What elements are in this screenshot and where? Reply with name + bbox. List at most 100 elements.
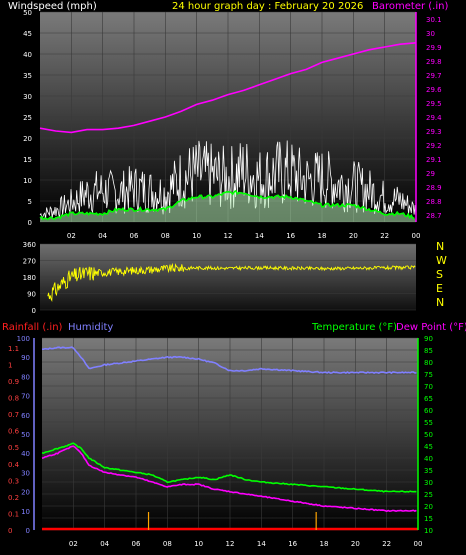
windspeed-tick-label: 5	[28, 198, 32, 206]
rainfall-tick-label: 0.4	[8, 461, 20, 469]
x-tick-label: 06	[132, 540, 141, 548]
barometer-tick-label: 30	[426, 30, 435, 38]
temperature-plot-grid	[42, 337, 419, 531]
rainfall-tick-label: 1	[8, 361, 12, 369]
barometer-tick-label: 29.7	[426, 72, 442, 80]
x-tick-label: 02	[69, 540, 78, 548]
rainfall-tick-label: 0.8	[8, 395, 19, 403]
x-tick-label: 10	[192, 232, 201, 240]
compass-label: W	[436, 254, 447, 267]
humidity-line	[41, 346, 417, 375]
humidity-tick-label: 80	[21, 373, 30, 381]
compass-label: S	[436, 268, 443, 281]
x-tick-label: 04	[98, 232, 107, 240]
rain-series	[42, 512, 418, 531]
direction-tick-labels: 0 90 180 270 360	[23, 241, 36, 315]
chart-title: 24 hour graph day : February 20 2026	[172, 1, 363, 12]
barometer-tick-label: 29.6	[426, 86, 442, 94]
barometer-axis-label: Barometer (.in)	[372, 1, 448, 12]
humidity-axis-label: Humidity	[68, 322, 113, 333]
wind-average-series	[39, 189, 416, 222]
compass-label: E	[436, 282, 443, 295]
rainfall-tick-label: 0.7	[8, 411, 19, 419]
humidity-tick-label: 100	[17, 335, 30, 343]
direction-plot-grid	[40, 243, 416, 311]
windspeed-tick-label: 45	[23, 30, 32, 38]
rainfall-tick-label: 0	[8, 527, 12, 535]
windspeed-tick-label: 25	[23, 114, 32, 122]
x-tick-label: 12	[226, 540, 235, 548]
humidity-tick-label: 30	[21, 469, 30, 477]
rainfall-axis-label: Rainfall (.in)	[2, 322, 63, 333]
rainfall-tick-label: 0.9	[8, 378, 19, 386]
humidity-tick-label: 20	[21, 489, 30, 497]
wind-direction-series	[47, 262, 416, 303]
x-tick-label: 14	[257, 540, 266, 548]
temperature-series-group	[41, 346, 417, 513]
barometer-tick-label: 29.8	[426, 58, 442, 66]
temperature-tick-label: 65	[424, 395, 433, 403]
temperature-tick-label: 25	[424, 491, 433, 499]
temperature-tick-labels: 10 15 20 25 30 35 40 45 50 55 60 65 70 75 80 85 90	[424, 335, 433, 535]
barometer-tick-label: 29.4	[426, 114, 442, 122]
barometer-tick-label: 29.3	[426, 128, 442, 136]
barometer-tick-label: 28.9	[426, 184, 442, 192]
compass-label: N	[436, 296, 444, 309]
windspeed-tick-label: 10	[23, 177, 32, 185]
temperature-tick-label: 50	[424, 431, 433, 439]
direction-tick-label: 270	[23, 258, 36, 266]
wind-average-line	[39, 189, 415, 221]
dewpoint-line	[41, 445, 417, 513]
x-tick-label: 18	[320, 540, 329, 548]
rainfall-tick-label: 0.6	[8, 428, 20, 436]
barometer-line	[39, 42, 417, 134]
barometer-tick-label: 29.5	[426, 100, 442, 108]
temperature-tick-label: 70	[424, 383, 433, 391]
windspeed-tick-label: 50	[23, 9, 32, 17]
x-tick-label: 16	[286, 232, 295, 240]
temperature-tick-label: 85	[424, 347, 433, 355]
humidity-tick-label: 90	[21, 354, 30, 362]
windspeed-tick-label: 15	[23, 156, 32, 164]
barometer-series	[39, 42, 417, 134]
direction-tick-label: 0	[32, 307, 36, 315]
x-tick-label: 02	[67, 232, 76, 240]
wind-x-tick-labels: 02 04 06 08 10 12 14 16 18 20 22 00	[67, 232, 421, 240]
barometer-tick-label: 30.1	[426, 16, 442, 24]
x-tick-label: 10	[194, 540, 203, 548]
rainfall-tick-label: 0.2	[8, 494, 19, 502]
humidity-tick-label: 0	[26, 527, 30, 535]
temperature-tick-label: 60	[424, 407, 433, 415]
humidity-tick-labels: 0 10 20 30 40 50 60 70 80 90 100	[17, 335, 30, 535]
temperature-tick-label: 20	[424, 503, 433, 511]
x-tick-label: 08	[161, 232, 170, 240]
humidity-tick-label: 40	[21, 450, 30, 458]
x-tick-label: 22	[380, 232, 389, 240]
temperature-tick-label: 15	[424, 515, 433, 523]
temperature-line	[41, 442, 417, 493]
wind-average-area	[40, 190, 416, 222]
windspeed-tick-label: 40	[23, 51, 32, 59]
temperature-tick-label: 75	[424, 371, 433, 379]
x-tick-label: 12	[224, 232, 233, 240]
temperature-axis-label: Temperature (°F)	[311, 322, 397, 333]
temperature-tick-label: 45	[424, 443, 433, 451]
direction-tick-label: 180	[23, 274, 36, 282]
x-tick-label: 14	[255, 232, 264, 240]
barometer-tick-label: 28.7	[426, 212, 442, 220]
wind-direction-line	[47, 262, 416, 303]
x-tick-label: 06	[130, 232, 139, 240]
x-tick-label: 04	[100, 540, 109, 548]
x-tick-label: 22	[382, 540, 391, 548]
humidity-tick-label: 70	[21, 393, 30, 401]
temperature-tick-label: 35	[424, 467, 433, 475]
windspeed-axis-label: Windspeed (mph)	[8, 1, 97, 12]
dewpoint-axis-label: Dew Point (°F)	[396, 322, 466, 333]
direction-tick-label: 360	[23, 241, 36, 249]
rainfall-tick-label: 0.3	[8, 477, 19, 485]
barometer-tick-label: 28.8	[426, 198, 442, 206]
barometer-tick-label: 29.9	[426, 44, 442, 52]
temperature-x-tick-labels: 02 04 06 08 10 12 14 16 18 20 22 00	[69, 540, 423, 548]
x-tick-label: 00	[414, 540, 423, 548]
temperature-tick-label: 30	[424, 479, 433, 487]
